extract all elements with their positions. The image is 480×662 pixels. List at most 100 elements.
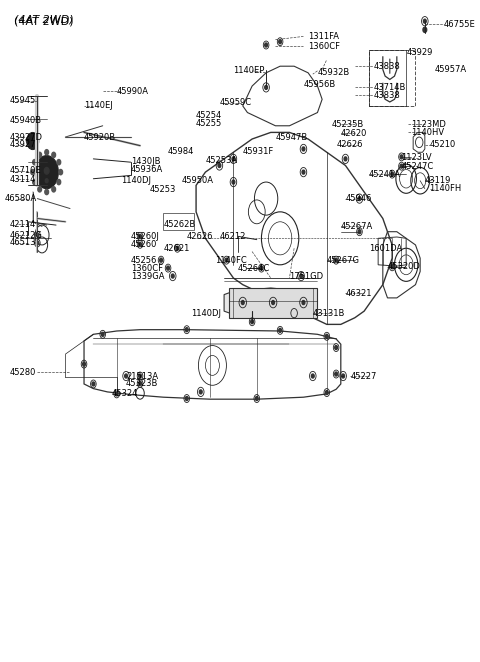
- Text: 45990A: 45990A: [117, 87, 149, 96]
- Circle shape: [83, 362, 85, 366]
- Text: 45947B: 45947B: [276, 132, 308, 142]
- Circle shape: [241, 301, 244, 305]
- Circle shape: [44, 167, 49, 174]
- Text: 43838: 43838: [373, 91, 400, 100]
- Text: 46321: 46321: [346, 289, 372, 298]
- Text: 1360CF: 1360CF: [131, 263, 163, 273]
- Text: 1140FH: 1140FH: [430, 184, 462, 193]
- Circle shape: [185, 328, 188, 332]
- Circle shape: [391, 172, 394, 176]
- Circle shape: [272, 301, 275, 305]
- Text: 46755E: 46755E: [444, 20, 475, 29]
- Text: 45936A: 45936A: [131, 165, 163, 174]
- Circle shape: [335, 372, 337, 376]
- Text: 45984: 45984: [168, 147, 194, 156]
- Text: 45931F: 45931F: [243, 147, 274, 156]
- Text: 43929: 43929: [406, 48, 432, 58]
- Circle shape: [167, 266, 169, 270]
- Text: 1140DJ: 1140DJ: [192, 308, 221, 318]
- Circle shape: [36, 241, 39, 245]
- Circle shape: [298, 301, 300, 305]
- Circle shape: [33, 179, 36, 185]
- Circle shape: [36, 233, 39, 237]
- Circle shape: [237, 301, 240, 305]
- Circle shape: [325, 334, 328, 338]
- Text: 43927: 43927: [9, 140, 36, 150]
- Text: 1751GD: 1751GD: [289, 271, 324, 281]
- Circle shape: [171, 274, 174, 278]
- Circle shape: [101, 332, 104, 336]
- Text: 45253: 45253: [149, 185, 176, 195]
- Text: 45267A: 45267A: [341, 222, 373, 231]
- Circle shape: [232, 180, 235, 184]
- Circle shape: [335, 346, 337, 350]
- Circle shape: [52, 187, 56, 192]
- Circle shape: [335, 258, 337, 262]
- Text: 45280: 45280: [9, 367, 36, 377]
- Text: 45267G: 45267G: [327, 256, 360, 265]
- Text: 1430JB: 1430JB: [131, 157, 160, 166]
- Text: 45256: 45256: [131, 256, 157, 265]
- Text: 42114: 42114: [9, 220, 36, 229]
- Text: 45262B: 45262B: [163, 220, 196, 229]
- Circle shape: [251, 320, 253, 324]
- Circle shape: [45, 179, 48, 183]
- Text: 45264C: 45264C: [238, 263, 270, 273]
- Circle shape: [199, 390, 202, 394]
- Circle shape: [264, 85, 267, 89]
- Circle shape: [260, 266, 263, 270]
- Circle shape: [400, 155, 403, 159]
- Text: 45235B: 45235B: [332, 120, 364, 129]
- Circle shape: [139, 381, 142, 385]
- Text: 45320D: 45320D: [387, 262, 420, 271]
- Circle shape: [57, 160, 60, 165]
- Circle shape: [232, 157, 235, 161]
- Text: 45946: 45946: [346, 194, 372, 203]
- Text: 45710E: 45710E: [9, 166, 41, 175]
- Text: 1123LV: 1123LV: [401, 153, 432, 162]
- Text: (4AT 2WD): (4AT 2WD): [14, 17, 73, 26]
- Text: 1123MD: 1123MD: [411, 120, 446, 129]
- Circle shape: [26, 132, 39, 150]
- Circle shape: [35, 156, 59, 189]
- Text: 1601DA: 1601DA: [369, 244, 402, 253]
- Polygon shape: [224, 288, 313, 318]
- Text: 45957A: 45957A: [434, 65, 466, 74]
- Text: 1140EJ: 1140EJ: [84, 101, 113, 111]
- Circle shape: [38, 152, 42, 158]
- Circle shape: [302, 170, 305, 174]
- Circle shape: [312, 374, 314, 378]
- Circle shape: [115, 392, 118, 396]
- Circle shape: [264, 43, 267, 47]
- Text: 43714B: 43714B: [373, 83, 406, 92]
- Circle shape: [139, 242, 142, 246]
- Circle shape: [139, 374, 142, 378]
- Text: 43838: 43838: [373, 62, 400, 71]
- Circle shape: [225, 258, 228, 262]
- Text: 46513: 46513: [9, 238, 36, 248]
- Text: 45241A: 45241A: [369, 169, 401, 179]
- Circle shape: [391, 265, 394, 269]
- Circle shape: [38, 187, 42, 192]
- Text: 45253A: 45253A: [205, 156, 238, 165]
- Circle shape: [302, 301, 305, 305]
- Text: 45323B: 45323B: [126, 379, 158, 388]
- Circle shape: [358, 230, 361, 234]
- Circle shape: [302, 147, 305, 151]
- Text: 45247C: 45247C: [401, 162, 434, 171]
- Text: 45959C: 45959C: [219, 98, 252, 107]
- Circle shape: [325, 391, 328, 395]
- Circle shape: [423, 27, 427, 32]
- Text: 1339GA: 1339GA: [131, 271, 164, 281]
- Circle shape: [31, 169, 35, 175]
- Circle shape: [59, 169, 62, 175]
- Circle shape: [279, 328, 281, 332]
- Text: 45920B: 45920B: [84, 132, 116, 142]
- Text: 45956B: 45956B: [303, 80, 336, 89]
- Circle shape: [33, 160, 36, 165]
- Polygon shape: [229, 288, 317, 318]
- Text: 42626: 42626: [187, 232, 213, 241]
- Text: 45950A: 45950A: [182, 175, 214, 185]
- Text: 43119: 43119: [425, 175, 451, 185]
- Text: 45324: 45324: [112, 389, 138, 398]
